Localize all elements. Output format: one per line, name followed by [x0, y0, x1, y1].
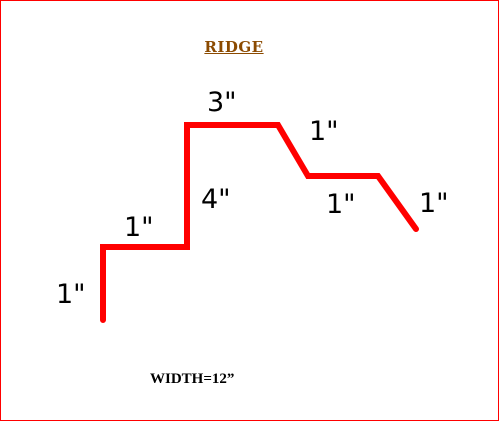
dim-right-horizontal: 1"	[326, 189, 356, 220]
ridge-profile-line	[100, 122, 419, 323]
dim-rise: 4"	[201, 184, 231, 215]
dim-left-vertical: 1"	[56, 279, 86, 310]
dim-end-slope: 1"	[419, 188, 449, 219]
diagram-title: RIDGE	[204, 38, 264, 56]
width-label: WIDTH=12”	[150, 371, 235, 387]
dim-left-horizontal: 1"	[124, 212, 154, 243]
dim-right-slope: 1"	[309, 116, 339, 147]
dim-top: 3"	[207, 87, 237, 118]
